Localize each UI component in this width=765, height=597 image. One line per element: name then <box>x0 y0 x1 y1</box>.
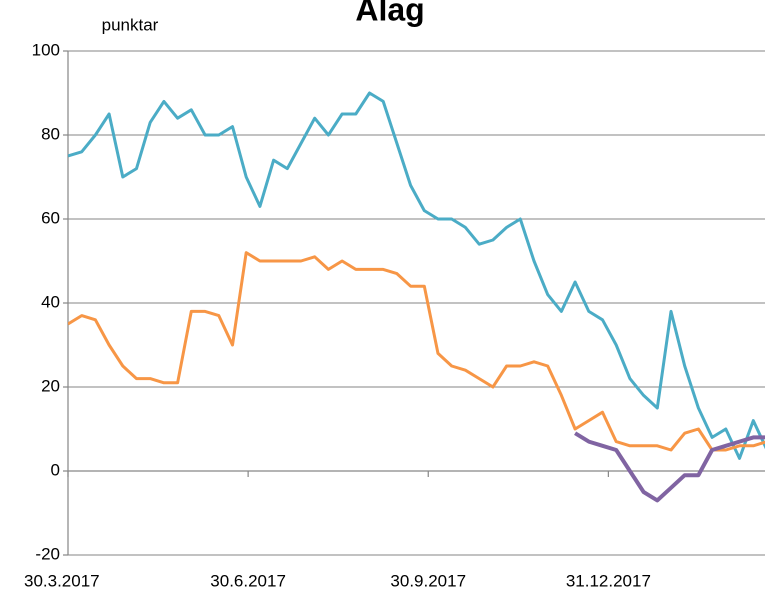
series-line <box>68 91 765 460</box>
plot-area <box>68 91 765 503</box>
x-tick-label: 30.3.2017 <box>24 571 100 590</box>
x-tick-label: 30.9.2017 <box>390 571 466 590</box>
x-tick-label: 31.12.2017 <box>566 571 651 590</box>
y-tick-label: 20 <box>41 376 60 395</box>
y-tick-label: 60 <box>41 208 60 227</box>
series-line <box>68 251 765 452</box>
y-tick-label: -20 <box>35 544 60 563</box>
y-tick-label: 0 <box>51 460 60 479</box>
y-axis-label: punktar <box>102 15 159 34</box>
x-tick-label: 30.6.2017 <box>210 571 286 590</box>
y-tick-label: 100 <box>32 40 60 59</box>
y-tick-label: 40 <box>41 292 60 311</box>
y-tick-label: 80 <box>41 124 60 143</box>
series-line <box>574 431 765 503</box>
chart-title: Álag <box>355 0 424 27</box>
